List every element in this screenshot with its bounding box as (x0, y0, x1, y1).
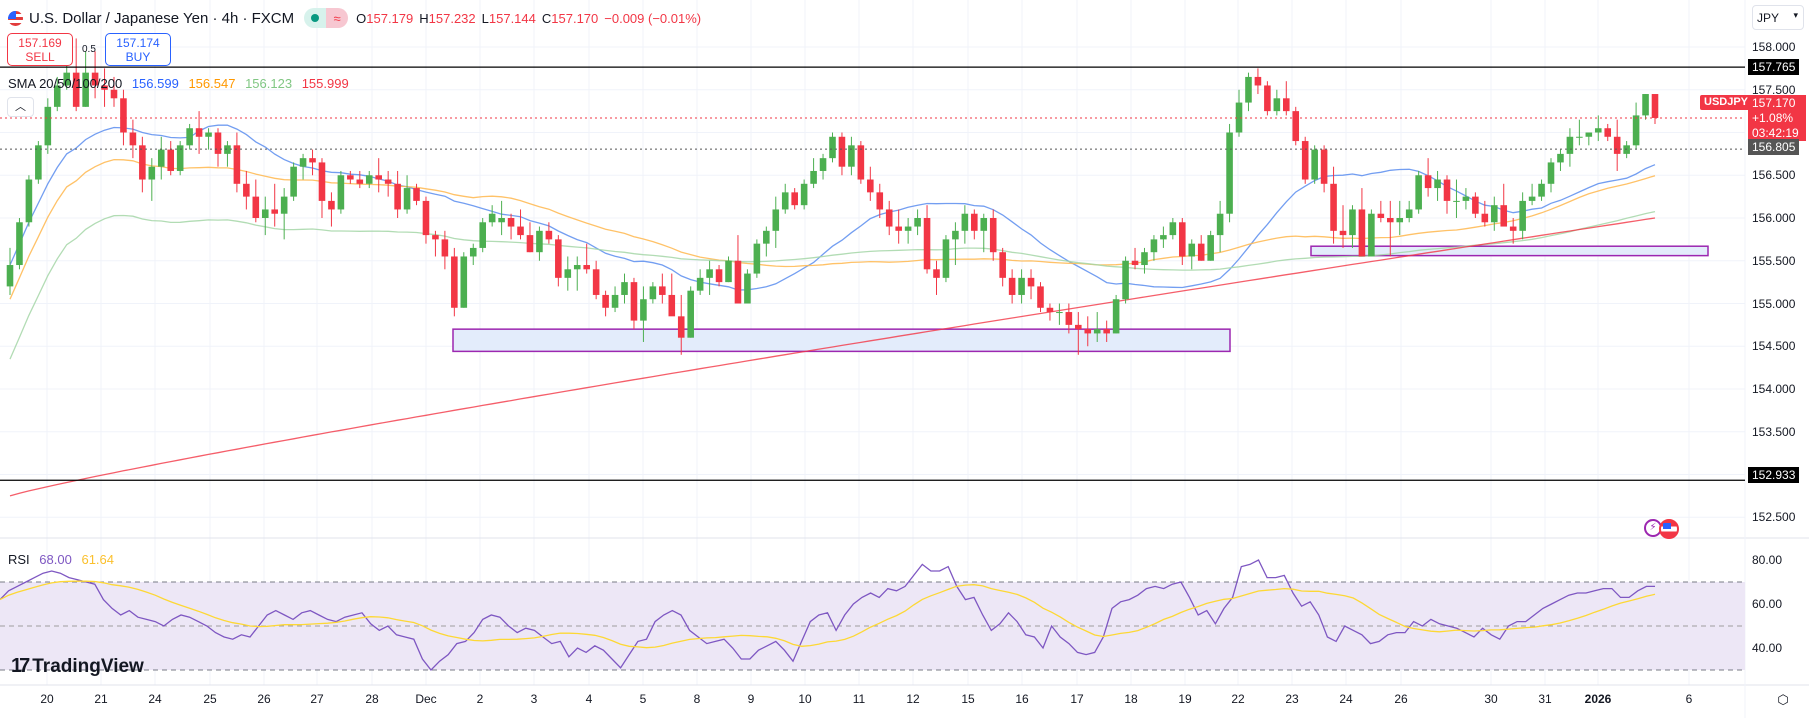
date-tick: 20 (40, 692, 54, 706)
symbol-title[interactable]: U.S. Dollar / Japanese Yen · 4h · FXCM (29, 9, 295, 27)
ohlc-open: O157.179 (356, 10, 414, 26)
date-tick: 18 (1124, 692, 1138, 706)
date-tick: 31 (1538, 692, 1552, 706)
bar-countdown: 03:42:19 (1752, 126, 1799, 140)
date-tick: 10 (798, 692, 812, 706)
lightning-event-icon[interactable]: ⚡ (1644, 519, 1662, 537)
date-tick: 21 (94, 692, 108, 706)
sma50-value: 156.547 (188, 76, 236, 91)
symbol-tag: USDJPY (1700, 95, 1753, 110)
sma-legend-label: SMA 20/50/100/200 (8, 76, 123, 91)
date-tick: 4 (585, 692, 593, 706)
currency-value: JPY (1757, 11, 1780, 25)
date-tick: 26 (257, 692, 271, 706)
buy-label: BUY (125, 50, 151, 64)
sell-price: 157.169 (18, 36, 62, 50)
date-tick: 2026 (1584, 692, 1612, 706)
us-flag-icon (8, 10, 23, 26)
price-tick: 154.500 (1752, 339, 1796, 354)
buy-price: 157.174 (116, 36, 160, 50)
buy-button[interactable]: 157.174 BUY (105, 33, 171, 66)
level-line-tag: 156.805 (1748, 139, 1800, 155)
date-tick: 26 (1394, 692, 1408, 706)
rsi-tick: 60.00 (1752, 597, 1783, 611)
rsi-label: RSI (8, 552, 30, 567)
chevron-down-icon: ▾ (1793, 10, 1798, 20)
date-tick: Dec (415, 692, 437, 706)
rsi-ma-value: 61.64 (81, 552, 115, 567)
spread-value: 0.5 (82, 44, 96, 55)
tradingview-logo[interactable]: 17 TradingView (11, 655, 144, 678)
high-line-tag: 157.765 (1748, 59, 1800, 75)
sell-label: SELL (25, 50, 55, 64)
date-tick: 8 (693, 692, 701, 706)
price-tick: 157.500 (1752, 82, 1796, 97)
horizontal-levels (0, 66, 1745, 481)
price-tick: 156.500 (1752, 168, 1796, 183)
sell-button[interactable]: 157.169 SELL (7, 33, 73, 66)
price-tick: 156.000 (1752, 211, 1796, 225)
date-tick: 9 (747, 692, 755, 706)
ohlc-change: −0.009 (−0.01%) (604, 10, 702, 26)
ohlc-high: H157.232 (419, 10, 476, 26)
market-status[interactable]: ≈ (304, 8, 349, 28)
price-tick: 153.500 (1752, 424, 1796, 439)
date-tick: 17 (1070, 692, 1084, 706)
date-tick: 11 (852, 692, 866, 706)
date-tick: 12 (906, 692, 920, 706)
sma200-value: 155.999 (301, 76, 349, 91)
date-tick: 15 (961, 692, 975, 706)
price-tick: 152.500 (1752, 510, 1796, 525)
date-tick: 24 (1339, 692, 1353, 706)
symbol-legend: U.S. Dollar / Japanese Yen · 4h · FXCM ≈… (8, 8, 707, 28)
tradingview-mark-icon: 17 (11, 655, 30, 677)
market-open-icon (304, 8, 327, 28)
ohlc-close: C157.170 (541, 10, 599, 26)
price-tick: 155.000 (1752, 296, 1796, 311)
last-price: 157.170 (1752, 96, 1796, 110)
rsi-legend[interactable]: RSI 68.00 61.64 (8, 552, 120, 567)
date-tick: 25 (203, 692, 217, 706)
date-tick: 23 (1285, 692, 1299, 706)
rsi-tick: 80.00 (1752, 553, 1783, 567)
price-tick: 154.000 (1752, 382, 1796, 396)
rsi-tick: 40.00 (1752, 641, 1783, 655)
date-tick: 28 (365, 692, 379, 706)
currency-selector[interactable]: JPY ▾ (1752, 5, 1804, 30)
date-tick: 19 (1178, 692, 1192, 706)
candlesticks (6, 38, 1659, 355)
support-zones (452, 245, 1709, 353)
collapse-legend-button[interactable]: ︿ (7, 97, 34, 117)
date-tick: 22 (1231, 692, 1245, 706)
last-price-tag: 157.170 +1.08% 03:42:19 (1748, 95, 1806, 141)
us-event-flag-icon[interactable] (1659, 519, 1679, 539)
price-tick: 155.500 (1752, 253, 1796, 268)
sma-legend[interactable]: SMA 20/50/100/200 156.599 156.547 156.12… (8, 76, 355, 91)
date-tick: 16 (1015, 692, 1029, 706)
sma100-value: 156.123 (245, 76, 293, 91)
date-tick: 30 (1484, 692, 1498, 706)
rsi-value: 68.00 (39, 552, 72, 567)
date-tick: 2 (476, 692, 484, 706)
rsi-pane (0, 559, 1745, 671)
low-line-tag: 152.933 (1748, 467, 1800, 483)
date-tick: 6 (1685, 692, 1693, 706)
sma20-value: 156.599 (131, 76, 179, 91)
date-tick: 27 (310, 692, 324, 706)
tradingview-text: TradingView (32, 655, 144, 677)
date-tick: 24 (148, 692, 162, 706)
delayed-data-icon: ≈ (326, 8, 349, 28)
settings-gear-icon[interactable]: ⬡ (1777, 692, 1789, 707)
date-tick: 3 (530, 692, 538, 706)
economic-events[interactable]: ⚡ (1644, 519, 1679, 539)
change-percent: +1.08% (1752, 111, 1794, 125)
sma-lines (9, 124, 1656, 497)
chevron-up-icon: ︿ (15, 101, 26, 113)
date-tick: 5 (639, 692, 647, 706)
price-tick: 158.000 (1752, 40, 1796, 54)
ohlc-low: L157.144 (481, 10, 536, 26)
